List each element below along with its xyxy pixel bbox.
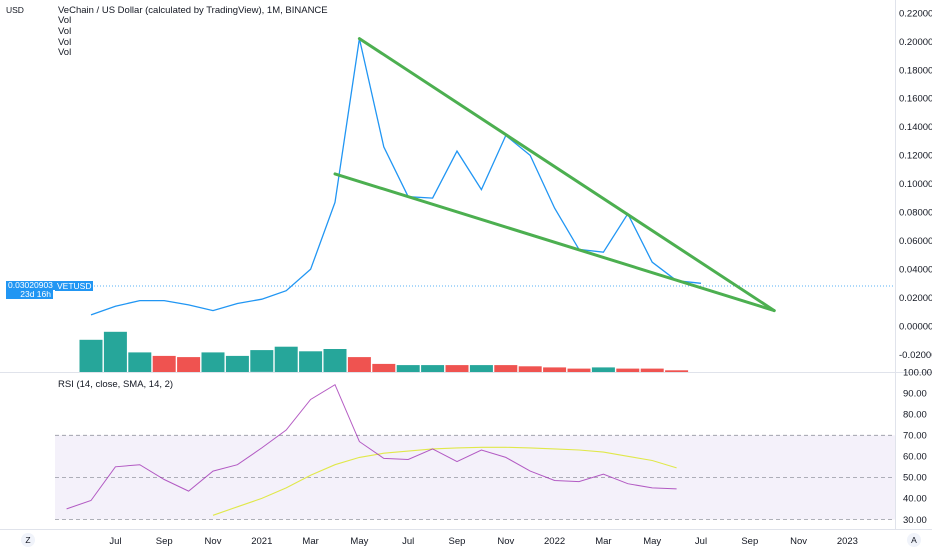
auto-scale-icon[interactable]: A (907, 533, 921, 547)
rsi-tick-label: 50.00 (903, 473, 927, 484)
volume-bar (396, 365, 420, 372)
volume-bar (567, 368, 591, 373)
time-tick-label: Mar (302, 536, 318, 547)
time-axis[interactable]: Jul Sep Nov 2021 Mar May Jul Sep Nov 2022 Mar May Ju… (109, 536, 858, 547)
indicator-legend: Vol Vol Vol Vol (58, 15, 72, 59)
volume-bar (591, 367, 615, 372)
trendlines[interactable] (333, 37, 776, 313)
rsi-title: RSI (14, close, SMA, 14, 2) (58, 379, 174, 390)
rsi-tick-label: 30.00 (903, 515, 927, 526)
volume-bar (347, 357, 371, 372)
time-tick-label: May (643, 536, 661, 547)
volume-bar (79, 339, 103, 372)
price-line (90, 38, 702, 316)
price-tick-label: 0.14000000 (899, 122, 932, 133)
price-tick-label: 0.08000000 (899, 208, 932, 219)
volume-bar (103, 331, 127, 373)
price-tick-label: 0.10000000 (899, 179, 932, 190)
trendline (357, 37, 776, 313)
time-tick-label: Nov (790, 536, 807, 547)
rsi-ma-line (212, 446, 677, 516)
bar-countdown: 23d 16h (6, 290, 53, 299)
rsi-tick-label: 60.00 (903, 452, 927, 463)
price-tick-label: 0.04000000 (899, 265, 932, 276)
time-tick-label: Jul (402, 536, 414, 547)
zoom-icon[interactable]: Z (21, 533, 35, 547)
time-tick-label: Jul (695, 536, 707, 547)
rsi-tick-label: 100.00 (903, 367, 932, 378)
volume-bar (640, 368, 664, 373)
volume-bar (299, 351, 323, 372)
main-price-pane[interactable] (55, 37, 895, 373)
rsi-tick-label: 90.00 (903, 389, 927, 400)
time-tick-label: Sep (741, 536, 758, 547)
volume-bar (152, 355, 176, 372)
legend-item[interactable]: Vol (58, 15, 72, 26)
legend-item[interactable]: Vol (58, 25, 72, 37)
volume-bar (323, 349, 347, 372)
rsi-tick-label: 40.00 (903, 494, 927, 505)
currency-label: USD (6, 5, 24, 15)
time-tick-label: 2023 (837, 536, 858, 547)
volume-bar (274, 346, 298, 372)
volume-bar (543, 367, 567, 372)
time-tick-label: Nov (205, 536, 222, 547)
volume-bar (372, 363, 396, 372)
volume-bars (79, 331, 689, 373)
price-tick-label: 0.02000000 (899, 293, 932, 304)
volume-bar (177, 357, 201, 372)
last-price-tag: 0.03020903 (6, 281, 55, 290)
time-tick-label: Sep (156, 536, 173, 547)
symbol-tag: VETUSD (55, 281, 94, 291)
price-tick-label: 0.00000000 (899, 322, 932, 333)
volume-bar (469, 365, 493, 372)
time-tick-label: Mar (595, 536, 611, 547)
rsi-tick-label: 80.00 (903, 410, 927, 421)
price-tick-label: 0.20000000 (899, 37, 932, 48)
legend-item[interactable]: Vol (58, 36, 72, 48)
time-tick-label: Sep (449, 536, 466, 547)
chart-title: VeChain / US Dollar (calculated by Tradi… (58, 5, 328, 16)
volume-bar (201, 352, 225, 372)
volume-bar (250, 350, 274, 372)
volume-bar (225, 355, 249, 372)
rsi-line (66, 383, 677, 510)
price-axis[interactable]: 0.22000000 0.20000000 0.18000000 0.16000000… (899, 8, 932, 361)
volume-bar (421, 365, 445, 372)
volume-bar (616, 368, 640, 373)
volume-bar (665, 370, 689, 372)
rsi-tick-label: 70.00 (903, 431, 927, 442)
price-tick-label: 0.16000000 (899, 94, 932, 105)
volume-bar (128, 352, 152, 372)
price-tick-label: 0.06000000 (899, 236, 932, 247)
price-tick-label: -0.02000000 (899, 350, 932, 361)
volume-bar (445, 365, 469, 372)
time-tick-label: 2021 (251, 536, 272, 547)
time-tick-label: May (350, 536, 368, 547)
rsi-pane[interactable] (55, 383, 895, 520)
price-tick-label: 0.22000000 (899, 8, 932, 19)
time-tick-label: Jul (109, 536, 121, 547)
price-tick-label: 0.18000000 (899, 65, 932, 76)
volume-bar (494, 365, 518, 372)
legend-item[interactable]: Vol (58, 47, 72, 59)
rsi-axis[interactable]: 100.00 90.00 80.00 70.00 60.00 50.00 40.00 30.0… (903, 367, 932, 525)
time-tick-label: Nov (497, 536, 514, 547)
time-tick-label: 2022 (544, 536, 565, 547)
trendline (333, 172, 776, 313)
volume-bar (518, 366, 542, 373)
price-tick-label: 0.12000000 (899, 151, 932, 162)
